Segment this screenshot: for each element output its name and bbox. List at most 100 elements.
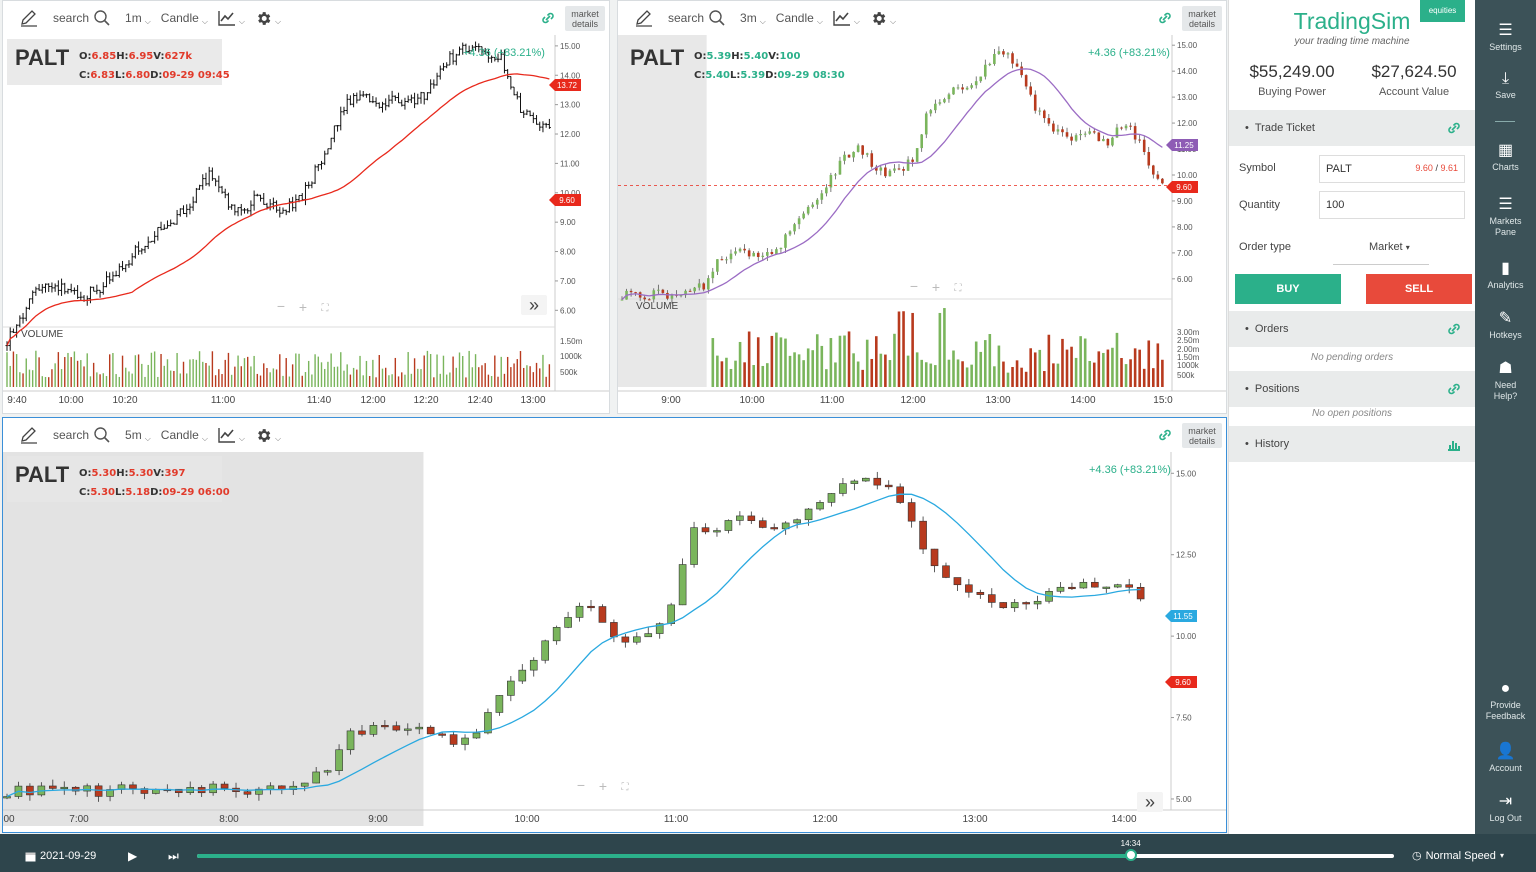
symbol-search[interactable]: search (668, 9, 726, 27)
chart-type-select[interactable]: Candle ⌵ (776, 9, 823, 27)
volume-bar (179, 373, 182, 387)
chart-toolbar: search 1m ⌵ Candle ⌵ ⌵ ⌵ market details (3, 1, 609, 35)
candle-body (965, 87, 969, 90)
rail-charts[interactable]: ▦ Charts (1475, 142, 1536, 173)
link-icon[interactable] (1158, 428, 1172, 445)
volume-bar (330, 353, 332, 387)
link-icon[interactable] (1158, 11, 1172, 28)
order-type-label: Order type (1239, 241, 1291, 253)
time-tick-label: 10:00 (739, 395, 764, 406)
indicators-button[interactable]: ⌵ (218, 426, 245, 444)
candle-body (843, 154, 846, 161)
rail-account[interactable]: 👤 Account (1475, 743, 1536, 774)
chart-panel-2[interactable]: search 3m ⌵ Candle ⌵ ⌵ ⌵ market details 15… (617, 0, 1227, 414)
settings-button[interactable]: ⌵ (870, 9, 896, 27)
link-icon[interactable] (1447, 110, 1461, 150)
volume-bar (506, 356, 509, 387)
candle-body (1129, 125, 1132, 127)
settings-button[interactable]: ⌵ (255, 426, 281, 444)
progress-track[interactable]: 14:34 (197, 839, 1394, 861)
sell-button[interactable]: SELL (1366, 274, 1472, 304)
chart-type-select[interactable]: Candle ⌵ (161, 426, 208, 444)
candle-body (1079, 134, 1082, 136)
volume-bar (752, 365, 755, 387)
volume-bar (513, 363, 515, 387)
candle-body (888, 170, 892, 177)
speed-select[interactable]: ◷ Normal Speed ▾ (1412, 849, 1504, 863)
rail-help[interactable]: ☗ Need Help? (1475, 360, 1536, 402)
candle-body (598, 606, 607, 623)
settings-button[interactable]: ⌵ (255, 9, 281, 27)
interval-select[interactable]: 3m ⌵ (740, 9, 766, 27)
volume-bar (924, 362, 928, 387)
pencil-icon[interactable] (19, 425, 39, 445)
chart-plot[interactable]: 15.0014.0013.0012.0011.0010.009.008.007.… (618, 35, 1226, 413)
volume-tick-label: 500k (560, 368, 578, 377)
volume-bar (137, 354, 140, 387)
order-type-select[interactable]: Market ▾ (1369, 241, 1410, 253)
candle-body (850, 480, 859, 484)
candle-body (713, 530, 721, 533)
indicators-button[interactable]: ⌵ (833, 9, 860, 27)
date-picker[interactable]: 2021-09-29 (25, 850, 96, 862)
chart-panel-3[interactable]: search 5m ⌵ Candle ⌵ ⌵ ⌵ market details 15… (2, 417, 1227, 833)
candle-body (720, 259, 724, 261)
link-icon[interactable] (1447, 371, 1461, 411)
link-icon[interactable] (1447, 311, 1461, 351)
chart-plot[interactable]: 15.00 12.50 10.00 7.50 5.00 00 7:00 8:00 9:00 10:… (3, 452, 1226, 832)
brand-tagline: your trading time machine (1294, 36, 1410, 47)
high-label: H: (116, 468, 129, 479)
candle-body (684, 290, 687, 296)
play-icon[interactable]: ▶ (128, 849, 138, 863)
rail-logout-label: Log Out (1489, 813, 1522, 823)
positions-header[interactable]: • Positions (1229, 371, 1475, 407)
volume-bar (365, 360, 368, 387)
history-header[interactable]: • History (1229, 426, 1475, 462)
volume-bar (67, 352, 69, 387)
buy-button[interactable]: BUY (1235, 274, 1341, 304)
pencil-icon[interactable] (19, 8, 39, 28)
chart-type-select[interactable]: Candle ⌵ (161, 9, 208, 27)
volume-bar (961, 361, 964, 387)
volume-bar (474, 354, 477, 387)
trade-ticket-header[interactable]: • Trade Ticket (1229, 110, 1475, 146)
date-label: D: (765, 70, 778, 81)
candle-body (541, 640, 549, 661)
interval-select[interactable]: 1m ⌵ (125, 9, 151, 27)
rail-analytics[interactable]: ▮ Analytics (1475, 260, 1536, 291)
interval-select[interactable]: 5m ⌵ (125, 426, 151, 444)
symbol-search[interactable]: search (53, 9, 111, 27)
volume-bar (1079, 336, 1082, 387)
candle-body (484, 712, 492, 734)
rail-markets[interactable]: ☰ Markets Pane (1475, 196, 1536, 238)
indicators-button[interactable]: ⌵ (218, 9, 245, 27)
market-details-button[interactable]: market details (1182, 423, 1222, 448)
rail-settings[interactable]: ☰ Settings (1475, 22, 1536, 53)
symbol-search[interactable]: search (53, 426, 111, 444)
scroll-latest-button (521, 295, 547, 315)
pencil-icon[interactable] (634, 8, 654, 28)
candle-body (83, 785, 91, 792)
volume-bar (947, 359, 951, 387)
price-badge-label: 11.25 (1174, 141, 1194, 150)
rail-save[interactable]: ⤓ Save (1475, 70, 1536, 101)
chart-panel-1[interactable]: search 1m ⌵ Candle ⌵ ⌵ ⌵ market details 15… (2, 0, 610, 414)
search-label: search (668, 11, 705, 25)
link-icon[interactable] (541, 11, 555, 28)
symbol-input[interactable]: PALT 9.60 / 9.61 (1319, 155, 1465, 183)
rail-markets-label: Markets Pane (1489, 216, 1522, 237)
rail-logout[interactable]: ⇥ Log Out (1475, 793, 1536, 824)
progress-handle[interactable] (1124, 849, 1137, 861)
volume-bar (121, 355, 124, 387)
candle-body (472, 732, 481, 739)
rail-feedback[interactable]: ● Provide Feedback (1475, 680, 1536, 722)
bar-chart-icon[interactable] (1447, 426, 1461, 466)
step-forward-icon[interactable]: ⏭ (168, 849, 179, 863)
market-details-button[interactable]: market details (1182, 6, 1222, 31)
volume-bar (266, 368, 268, 387)
quantity-input[interactable]: 100 (1319, 191, 1465, 219)
market-details-button[interactable]: market details (565, 6, 605, 31)
orders-header[interactable]: • Orders (1229, 311, 1475, 347)
rail-hotkeys[interactable]: ✎ Hotkeys (1475, 310, 1536, 341)
